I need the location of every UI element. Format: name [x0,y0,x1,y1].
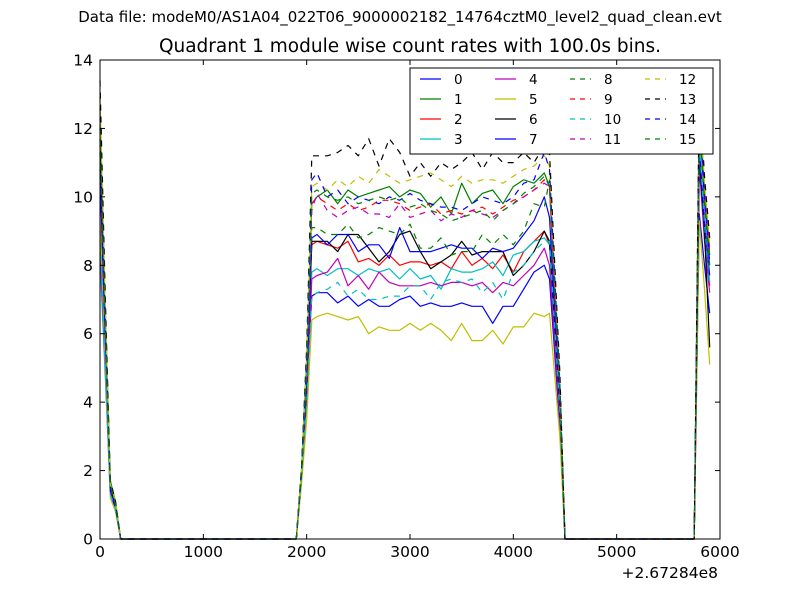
legend-label-8: 8 [604,72,613,88]
y-tick-label: 14 [73,52,93,70]
y-tick-label: 2 [83,462,93,480]
x-tick-label: 6000 [700,543,739,561]
x-tick-label: 1000 [184,543,223,561]
x-tick-label: 0 [95,543,105,561]
legend-box [409,67,714,155]
legend-label-0: 0 [454,72,463,88]
series-line-0 [99,118,711,540]
series-line-9 [99,110,711,540]
figure-suptitle: Data file: modeM0/AS1A04_022T06_90000021… [78,8,722,26]
legend-label-12: 12 [679,72,696,88]
y-tick-label: 6 [83,325,93,343]
series-layer [99,80,711,540]
series-line-4 [99,165,711,540]
series-line-3 [99,144,711,540]
y-tick-label: 12 [73,120,93,138]
legend-label-15: 15 [679,132,696,148]
y-tick-label: 4 [83,394,93,412]
series-line-8 [99,107,711,540]
legend-label-1: 1 [454,92,463,108]
series-line-1 [99,103,711,540]
series-line-14 [99,117,711,540]
legend-label-5: 5 [529,92,538,108]
x-tick-label: 3000 [390,543,429,561]
x-tick-label: 5000 [597,543,636,561]
legend-label-13: 13 [679,92,696,108]
series-line-2 [99,162,711,540]
series-line-6 [99,145,711,540]
series-line-5 [99,213,711,540]
legend-label-3: 3 [454,132,463,148]
legend-label-14: 14 [679,112,696,128]
y-tick-label: 0 [83,531,93,549]
series-line-15 [99,120,711,540]
y-tick-label: 8 [83,257,93,275]
legend-label-10: 10 [604,112,621,128]
legend-label-7: 7 [529,132,538,148]
series-line-13 [99,80,711,540]
legend-label-6: 6 [529,112,538,128]
legend-label-9: 9 [604,92,613,108]
plot-title: Quadrant 1 module wise count rates with … [158,36,662,57]
x-tick-label: 2000 [287,543,326,561]
legend-label-4: 4 [529,72,538,88]
x-offset-label: +2.67284e8 [622,564,718,582]
y-tick-label: 10 [73,188,93,206]
x-tick-label: 4000 [494,543,533,561]
legend-label-2: 2 [454,112,463,128]
legend-label-11: 11 [604,132,621,148]
